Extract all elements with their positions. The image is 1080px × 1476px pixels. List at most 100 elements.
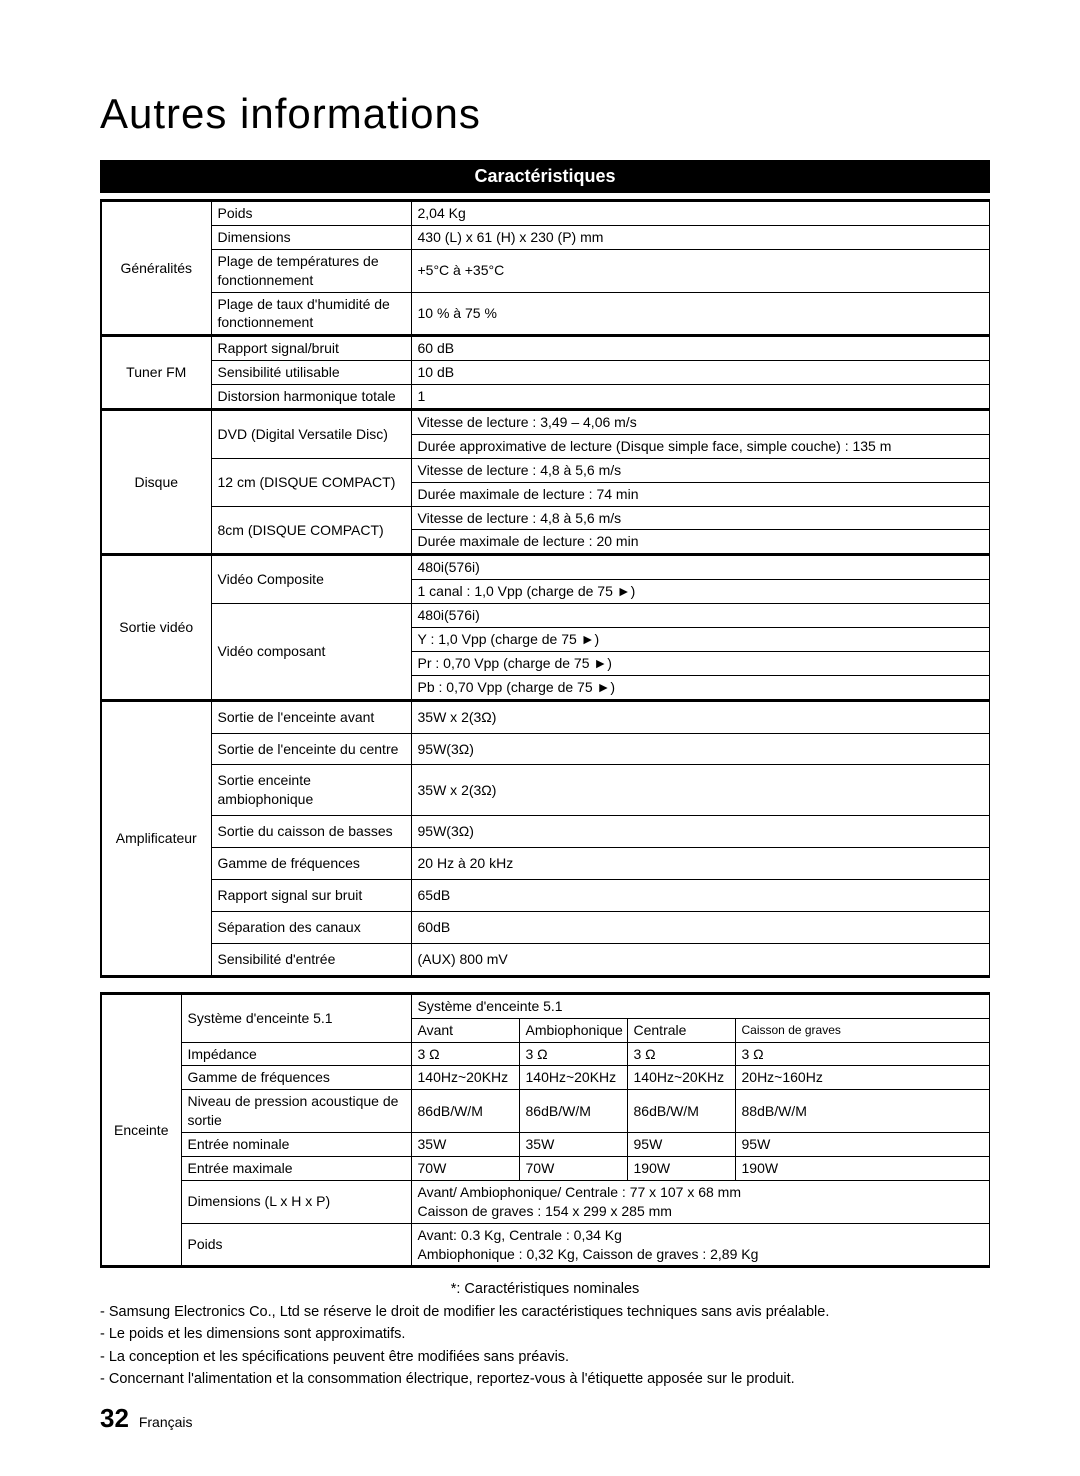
row-value: 65dB: [411, 880, 990, 912]
row-label: Sensibilité d'entrée: [211, 943, 411, 976]
row-value: Pb : 0,70 Vpp (charge de 75 ►): [411, 675, 990, 700]
cell: Avant: 0.3 Kg, Centrale : 0,34 Kg Ambiop…: [411, 1223, 990, 1267]
col-header-front: Avant: [411, 1018, 519, 1042]
cell: 140Hz~20KHz: [519, 1066, 627, 1090]
row-label: Gamme de fréquences: [211, 848, 411, 880]
row-value: 35W x 2(3Ω): [411, 700, 990, 733]
row-label: Dimensions (L x H x P): [181, 1180, 411, 1223]
row-label: Vidéo Composite: [211, 555, 411, 604]
row-value: 35W x 2(3Ω): [411, 765, 990, 816]
row-value: 95W(3Ω): [411, 733, 990, 765]
page-lang: Français: [139, 1414, 193, 1430]
row-value: 10 % à 75 %: [411, 292, 990, 336]
cell: 86dB/W/M: [519, 1090, 627, 1133]
row-value: 480i(576i): [411, 555, 990, 580]
row-value: (AUX) 800 mV: [411, 943, 990, 976]
cell: 35W: [519, 1133, 627, 1157]
category-speaker: Enceinte: [101, 993, 181, 1267]
row-label: Vidéo composant: [211, 604, 411, 701]
cell: 3 Ω: [627, 1042, 735, 1066]
cell: 95W: [735, 1133, 990, 1157]
weight-line1: Avant: 0.3 Kg, Centrale : 0,34 Kg: [418, 1227, 622, 1243]
row-label: Plage de températures de fonctionnement: [211, 249, 411, 292]
cell: 3 Ω: [735, 1042, 990, 1066]
footnotes: *: Caractéristiques nominales - Samsung …: [100, 1278, 990, 1390]
row-label: Entrée nominale: [181, 1133, 411, 1157]
row-label: Poids: [181, 1223, 411, 1267]
row-label: Sortie de l'enceinte avant: [211, 700, 411, 733]
row-value: 20 Hz à 20 kHz: [411, 848, 990, 880]
cell: 3 Ω: [411, 1042, 519, 1066]
row-label: Distorsion harmonique totale: [211, 385, 411, 410]
category-fm: Tuner FM: [101, 336, 211, 410]
row-label: Sortie enceinte ambiophonique: [211, 765, 411, 816]
dims-line1: Avant/ Ambiophonique/ Centrale : 77 x 10…: [418, 1184, 742, 1200]
row-value: Y : 1,0 Vpp (charge de 75 ►): [411, 628, 990, 652]
row-label: Dimensions: [211, 225, 411, 249]
cell: 86dB/W/M: [627, 1090, 735, 1133]
cell: 35W: [411, 1133, 519, 1157]
row-label: 8cm (DISQUE COMPACT): [211, 506, 411, 555]
row-value: Durée maximale de lecture : 74 min: [411, 482, 990, 506]
page-number: 32: [100, 1403, 129, 1433]
row-label: Sortie du caisson de basses: [211, 816, 411, 848]
row-value: Vitesse de lecture : 4,8 à 5,6 m/s: [411, 458, 990, 482]
footnote-line: - La conception et les spécifications pe…: [100, 1346, 990, 1368]
row-value: +5°C à +35°C: [411, 249, 990, 292]
cell: 3 Ω: [519, 1042, 627, 1066]
row-value: Vitesse de lecture : 3,49 – 4,06 m/s: [411, 410, 990, 435]
row-label: Rapport signal sur bruit: [211, 880, 411, 912]
cell: 86dB/W/M: [411, 1090, 519, 1133]
specs-table-1: Généralités Poids 2,04 Kg Dimensions 430…: [100, 199, 990, 978]
cell: 190W: [735, 1156, 990, 1180]
row-value: 60 dB: [411, 336, 990, 361]
row-value: 1 canal : 1,0 Vpp (charge de 75 ►): [411, 580, 990, 604]
footnote-line: - Le poids et les dimensions sont approx…: [100, 1323, 990, 1345]
footnote-line: - Concernant l'alimentation et la consom…: [100, 1368, 990, 1390]
col-header-sub: Caisson de graves: [735, 1018, 990, 1042]
col-header-center: Centrale: [627, 1018, 735, 1042]
cell: 140Hz~20KHz: [411, 1066, 519, 1090]
dims-line2: Caisson de graves : 154 x 299 x 285 mm: [418, 1203, 672, 1219]
cell: 190W: [627, 1156, 735, 1180]
row-label: Niveau de pression acoustique de sortie: [181, 1090, 411, 1133]
page-title: Autres informations: [100, 90, 990, 138]
row-label: 12 cm (DISQUE COMPACT): [211, 458, 411, 506]
row-label: Entrée maximale: [181, 1156, 411, 1180]
row-value: 10 dB: [411, 361, 990, 385]
category-video: Sortie vidéo: [101, 555, 211, 700]
row-label: DVD (Digital Versatile Disc): [211, 410, 411, 459]
row-value: Durée approximative de lecture (Disque s…: [411, 434, 990, 458]
specs-table-speaker: Enceinte Système d'enceinte 5.1 Système …: [100, 992, 990, 1269]
col-header-surround: Ambiophonique: [519, 1018, 627, 1042]
row-value: Système d'enceinte 5.1: [411, 993, 990, 1018]
row-value: 480i(576i): [411, 604, 990, 628]
cell: Avant/ Ambiophonique/ Centrale : 77 x 10…: [411, 1180, 990, 1223]
row-label: Rapport signal/bruit: [211, 336, 411, 361]
category-disc: Disque: [101, 410, 211, 555]
weight-line2: Ambiophonique : 0,32 Kg, Caisson de grav…: [418, 1246, 759, 1262]
row-value: 2,04 Kg: [411, 201, 990, 226]
row-label: Sortie de l'enceinte du centre: [211, 733, 411, 765]
page-footer: 32 Français: [100, 1403, 193, 1434]
cell: 88dB/W/M: [735, 1090, 990, 1133]
category-general: Généralités: [101, 201, 211, 336]
row-label: Séparation des canaux: [211, 911, 411, 943]
row-label: Système d'enceinte 5.1: [181, 993, 411, 1042]
footnote-line: - Samsung Electronics Co., Ltd se réserv…: [100, 1301, 990, 1323]
row-value: 60dB: [411, 911, 990, 943]
row-value: Vitesse de lecture : 4,8 à 5,6 m/s: [411, 506, 990, 530]
row-value: 95W(3Ω): [411, 816, 990, 848]
cell: 70W: [411, 1156, 519, 1180]
row-value: 1: [411, 385, 990, 410]
row-label: Gamme de fréquences: [181, 1066, 411, 1090]
category-amp: Amplificateur: [101, 700, 211, 976]
cell: 140Hz~20KHz: [627, 1066, 735, 1090]
cell: 20Hz~160Hz: [735, 1066, 990, 1090]
row-label: Sensibilité utilisable: [211, 361, 411, 385]
cell: 95W: [627, 1133, 735, 1157]
row-value: Durée maximale de lecture : 20 min: [411, 530, 990, 555]
row-label: Poids: [211, 201, 411, 226]
row-label: Impédance: [181, 1042, 411, 1066]
row-value: 430 (L) x 61 (H) x 230 (P) mm: [411, 225, 990, 249]
